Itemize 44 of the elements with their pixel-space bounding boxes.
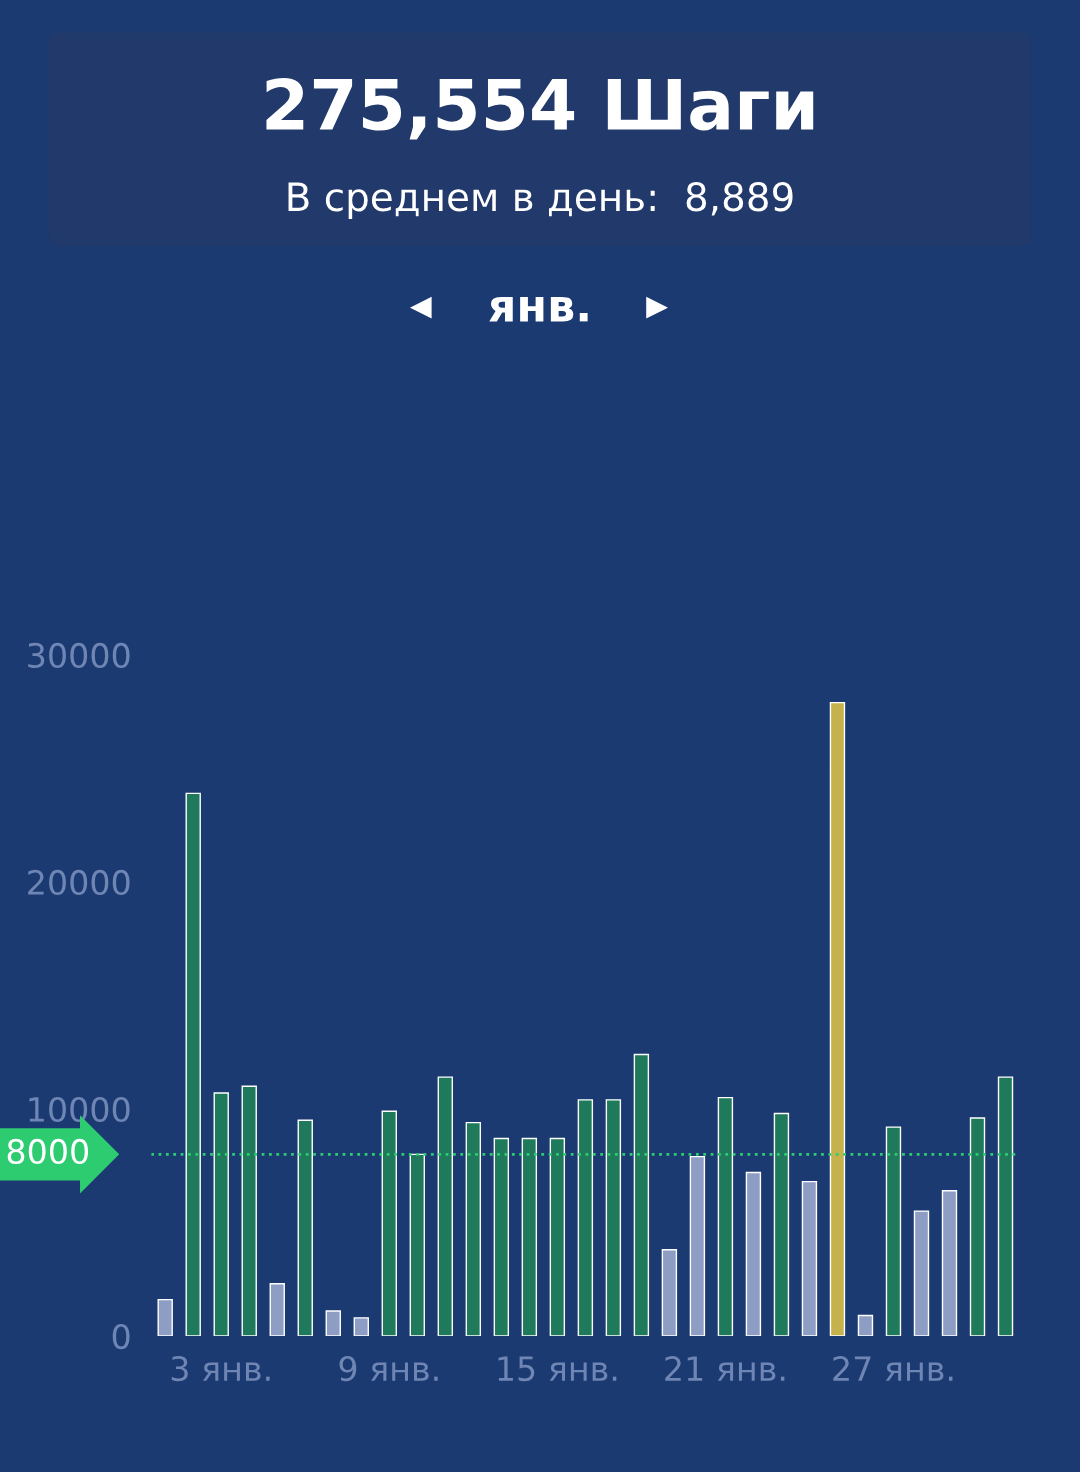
bar (857, 1314, 874, 1336)
bar (325, 1310, 341, 1336)
bar (297, 1119, 313, 1336)
y-tick-label: 20000 (28, 869, 130, 896)
bar (941, 1189, 958, 1336)
bar (997, 1076, 1014, 1336)
bar (465, 1121, 482, 1336)
bar (241, 1085, 257, 1336)
bar (157, 1298, 173, 1336)
bar (773, 1112, 790, 1336)
y-tick-label: 0 (112, 1323, 130, 1350)
bar (381, 1110, 397, 1336)
bar (913, 1210, 930, 1336)
bar (437, 1076, 454, 1336)
ref-line-label: 8000 (7, 1138, 89, 1165)
bar (801, 1180, 818, 1336)
bar (633, 1053, 650, 1336)
bar (409, 1153, 425, 1336)
bar (493, 1137, 510, 1336)
chart-title: 275,554 Шаги (266, 78, 814, 140)
bar (885, 1126, 902, 1336)
bar (549, 1137, 566, 1336)
bar (577, 1099, 594, 1336)
bar (353, 1317, 369, 1336)
bar (661, 1249, 678, 1336)
bar (689, 1155, 706, 1336)
x-tick-label: 3 янв. (171, 1356, 270, 1382)
bar (269, 1283, 285, 1336)
y-tick-label: 30000 (28, 642, 130, 669)
x-tick-label: 21 янв. (665, 1356, 785, 1381)
x-tick-label: 27 янв. (833, 1356, 953, 1381)
chart-subtitle: В среднем в день: 8,889 (288, 182, 793, 220)
bar (185, 792, 201, 1336)
x-tick-label: 15 янв. (498, 1356, 617, 1382)
bar (829, 701, 846, 1336)
x-tick-label: 9 янв. (339, 1356, 438, 1382)
bar (213, 1092, 229, 1336)
bar (745, 1171, 762, 1336)
bar (521, 1137, 538, 1336)
bar (717, 1096, 734, 1336)
bar (969, 1117, 986, 1336)
y-tick-label: 10000 (29, 1096, 130, 1123)
text: янв. (489, 297, 588, 322)
bar (605, 1099, 622, 1336)
